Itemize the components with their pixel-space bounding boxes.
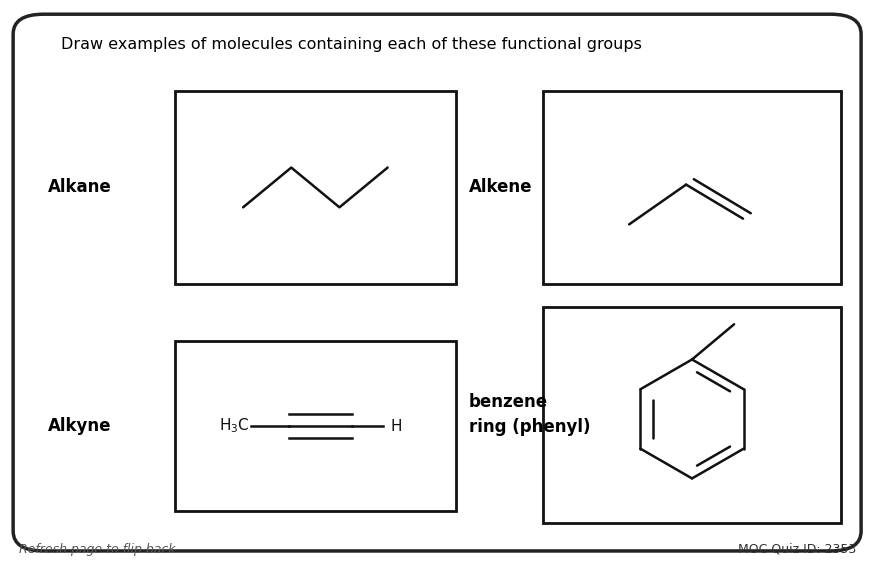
Bar	[543, 91, 841, 284]
Text: Alkene: Alkene	[469, 178, 532, 197]
Bar	[543, 307, 841, 523]
Text: Alkane: Alkane	[48, 178, 112, 197]
Text: $\mathsf{H_3C}$: $\mathsf{H_3C}$	[219, 417, 250, 435]
Text: Refresh page to flip back: Refresh page to flip back	[19, 542, 176, 556]
Bar	[175, 91, 456, 284]
Text: Alkyne: Alkyne	[48, 417, 111, 435]
FancyBboxPatch shape	[13, 14, 861, 551]
Text: benzene
ring (phenyl): benzene ring (phenyl)	[469, 393, 590, 436]
Text: Draw examples of molecules containing each of these functional groups: Draw examples of molecules containing ea…	[61, 37, 642, 52]
Text: MOC Quiz ID: 2353: MOC Quiz ID: 2353	[738, 542, 857, 556]
Text: $\mathsf{H}$: $\mathsf{H}$	[390, 418, 402, 434]
Bar	[175, 341, 456, 511]
